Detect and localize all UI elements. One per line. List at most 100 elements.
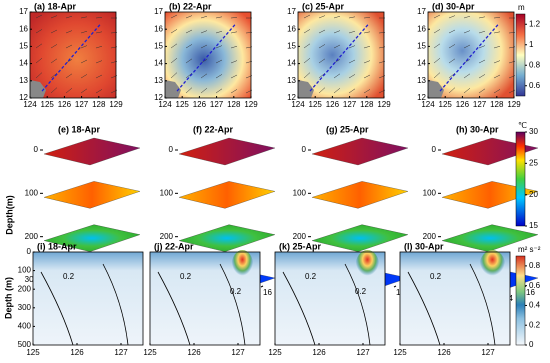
current-arrow	[215, 59, 223, 64]
y-tick-label: 14	[417, 59, 426, 68]
land	[428, 80, 444, 98]
contour-label: 0.2	[63, 272, 75, 281]
current-arrow	[303, 29, 311, 34]
current-arrow	[463, 73, 471, 79]
current-arrow	[185, 87, 193, 94]
x-tick-label: 126	[326, 100, 340, 109]
current-arrow	[215, 74, 223, 79]
z-tick-label: 200	[293, 232, 307, 241]
current-arrow	[35, 43, 43, 49]
current-arrow	[50, 29, 58, 34]
y-tick-label: 17	[19, 7, 28, 16]
x-tick-label: 124	[23, 100, 37, 109]
colorbar-label: ℃	[518, 121, 527, 130]
current-arrow	[318, 29, 326, 34]
contour	[157, 263, 246, 346]
temperature-layer	[441, 181, 539, 209]
current-arrow	[433, 43, 441, 49]
temperature-layer	[178, 137, 276, 166]
current-arrow	[200, 30, 208, 34]
current-arrow	[463, 59, 471, 64]
current-arrow	[185, 58, 193, 64]
colorbar-tick-label: 0.8	[529, 60, 541, 69]
y-tick-label: 12	[19, 93, 28, 102]
y-tick-label: 14	[287, 59, 296, 68]
current-arrow	[215, 45, 223, 49]
frame	[32, 251, 144, 346]
current-arrow	[95, 17, 103, 19]
current-arrow	[185, 73, 193, 79]
panel-title: (f) 22-Apr	[193, 124, 233, 134]
y-tick	[393, 285, 397, 288]
colorbar-label: m² s⁻²	[518, 245, 541, 254]
y-tick-label: 300	[18, 303, 32, 312]
current-arrow	[448, 29, 456, 34]
current-arrow	[200, 73, 208, 79]
current-arrow	[230, 74, 238, 79]
y-tick-label: 16	[417, 24, 426, 33]
z-tick-label: 300	[25, 275, 39, 284]
current-arrow	[95, 89, 103, 94]
current-arrow	[95, 31, 103, 34]
current-arrow	[200, 44, 208, 49]
y-tick-label: 13	[417, 76, 426, 85]
current-arrow	[448, 87, 456, 94]
current-arrow	[348, 74, 356, 79]
x-tick-label: 125	[268, 348, 282, 357]
current-arrow	[95, 74, 103, 79]
y-tick-label: 16	[526, 288, 535, 297]
current-arrow	[80, 74, 88, 79]
current-arrow	[65, 59, 73, 64]
panel-title: (a) 18-Apr	[34, 1, 77, 11]
current-arrow	[478, 74, 486, 79]
y-tick-label: 14	[154, 59, 163, 68]
z-tick-label: 100	[160, 188, 174, 197]
current-arrow	[348, 59, 356, 64]
current-arrow	[50, 73, 58, 79]
current-arrow	[478, 45, 486, 49]
contour-label: 0.2	[180, 272, 192, 281]
z-tick-label: 0	[34, 145, 39, 154]
x-tick-label: 125	[143, 348, 157, 357]
z-tick-label: 100	[293, 188, 307, 197]
current-arrow	[80, 45, 88, 49]
current-arrow	[50, 87, 58, 94]
y-tick-label: 12	[287, 93, 296, 102]
colorbar-tick-label: 1	[529, 40, 534, 49]
colorbar-tick-label: 25	[529, 158, 538, 167]
temperature-layer	[43, 181, 141, 209]
x-tick-label: 127	[343, 100, 357, 109]
panel-title: (b) 22-Apr	[169, 1, 212, 11]
contour	[40, 263, 129, 346]
colorbar-tick-label: 0.8	[529, 261, 541, 270]
current-arrow	[230, 60, 238, 64]
current-arrow	[65, 15, 73, 19]
current-arrow	[333, 30, 341, 34]
current-arrow	[333, 73, 341, 79]
colorbar-tick-label: 0.4	[529, 301, 541, 310]
temperature-layer	[311, 181, 409, 209]
x-tick-label: 128	[490, 100, 504, 109]
current-arrow	[348, 88, 356, 94]
current-arrow	[493, 89, 501, 94]
current-arrow	[333, 15, 341, 19]
current-arrow	[230, 17, 238, 19]
frame	[164, 11, 252, 99]
current-arrow	[50, 44, 58, 49]
current-arrow	[363, 31, 371, 34]
y-tick-label: 400	[18, 322, 32, 331]
colorbar-tick-label: 0.2	[529, 320, 541, 329]
temperature-layer	[311, 224, 409, 252]
current-arrow	[363, 17, 371, 19]
z-tick-label: 0	[169, 145, 174, 154]
colorbar-tick-label: 30	[529, 127, 538, 136]
colorbar-tick-label: 0.6	[529, 281, 541, 290]
current-arrow	[478, 88, 486, 94]
panel-title: (l) 30-Apr	[404, 241, 444, 251]
current-arrow	[65, 73, 73, 79]
current-arrow	[230, 45, 238, 49]
current-arrow	[303, 14, 311, 19]
current-arrow	[463, 15, 471, 19]
y-tick	[260, 285, 264, 288]
x-tick-label: 124	[421, 100, 435, 109]
